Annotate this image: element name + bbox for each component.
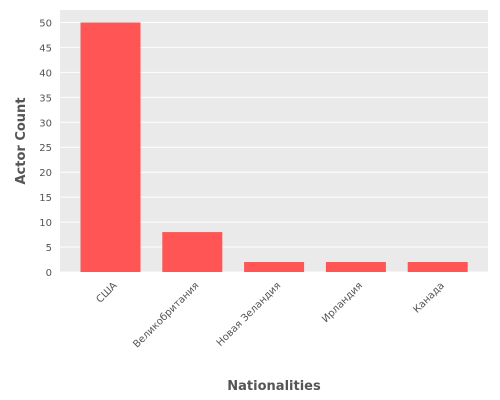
x-axis-label: Nationalities	[227, 379, 321, 394]
x-tick-label: США	[94, 280, 119, 305]
y-tick-label: 5	[46, 243, 52, 254]
x-tick-label: Новая Зеландия	[215, 280, 284, 349]
y-tick-label: 40	[39, 68, 52, 79]
x-tick-label: Ирландия	[320, 280, 365, 325]
y-tick-label: 0	[46, 268, 52, 279]
y-tick-label: 45	[39, 43, 52, 54]
y-axis-label: Actor Count	[14, 97, 29, 184]
y-tick-label: 50	[39, 18, 52, 29]
y-tick-label: 30	[39, 118, 52, 129]
y-tick-label: 25	[39, 143, 52, 154]
bar	[407, 262, 468, 272]
y-tick-label: 20	[39, 168, 52, 179]
y-tick-label: 35	[39, 93, 52, 104]
bar	[162, 232, 223, 272]
bar	[325, 262, 386, 272]
x-tick-label: Великобритания	[131, 280, 201, 350]
x-tick-label: Канада	[412, 280, 447, 315]
bars	[80, 22, 468, 272]
y-tick-label: 10	[39, 218, 52, 229]
y-tick-labels: 0 5 10 15 20 25 30 35 40 45 50	[39, 18, 52, 279]
bar	[80, 22, 141, 272]
x-tick-labels: США Великобритания Новая Зеландия Ирландия К…	[94, 280, 446, 350]
y-tick-label: 15	[39, 193, 52, 204]
bar	[244, 262, 305, 272]
